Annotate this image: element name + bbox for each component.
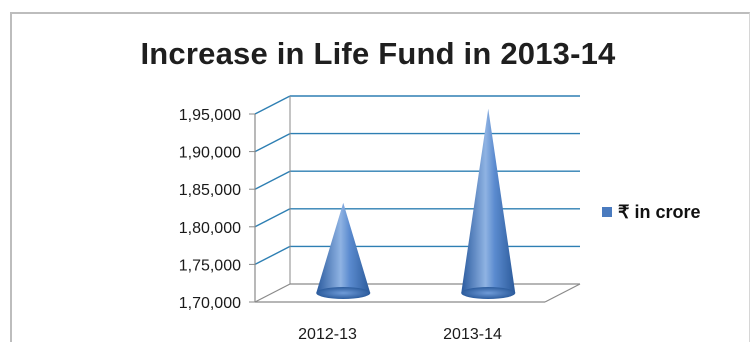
y-tick-label: 1,90,000 — [179, 145, 241, 162]
cone-bar — [316, 202, 371, 293]
gridline-depth — [254, 170, 291, 190]
y-tick-label: 1,80,000 — [179, 220, 241, 237]
x-axis-depth — [544, 283, 581, 303]
legend-label: ₹ in crore — [618, 201, 701, 222]
y-tick-label: 1,95,000 — [179, 107, 241, 124]
gridline-depth — [254, 208, 291, 228]
gridline-depth — [254, 132, 291, 153]
chart-frame — [10, 12, 750, 342]
gridline-depth — [254, 95, 291, 115]
cone-bar — [461, 108, 516, 293]
gridline-depth — [254, 283, 291, 303]
x-tick-label: 2013-14 — [443, 326, 502, 343]
cone-base — [461, 287, 516, 299]
y-tick-label: 1,85,000 — [179, 182, 241, 199]
gridline-depth — [254, 245, 291, 266]
legend: ₹ in crore — [602, 200, 700, 224]
x-tick-label: 2012-13 — [298, 326, 357, 343]
legend-swatch — [602, 207, 612, 217]
y-tick-label: 1,70,000 — [179, 295, 241, 312]
y-tick-label: 1,75,000 — [179, 257, 241, 274]
cone-base — [316, 287, 371, 299]
chart-title: Increase in Life Fund in 2013-14 — [140, 36, 616, 71]
